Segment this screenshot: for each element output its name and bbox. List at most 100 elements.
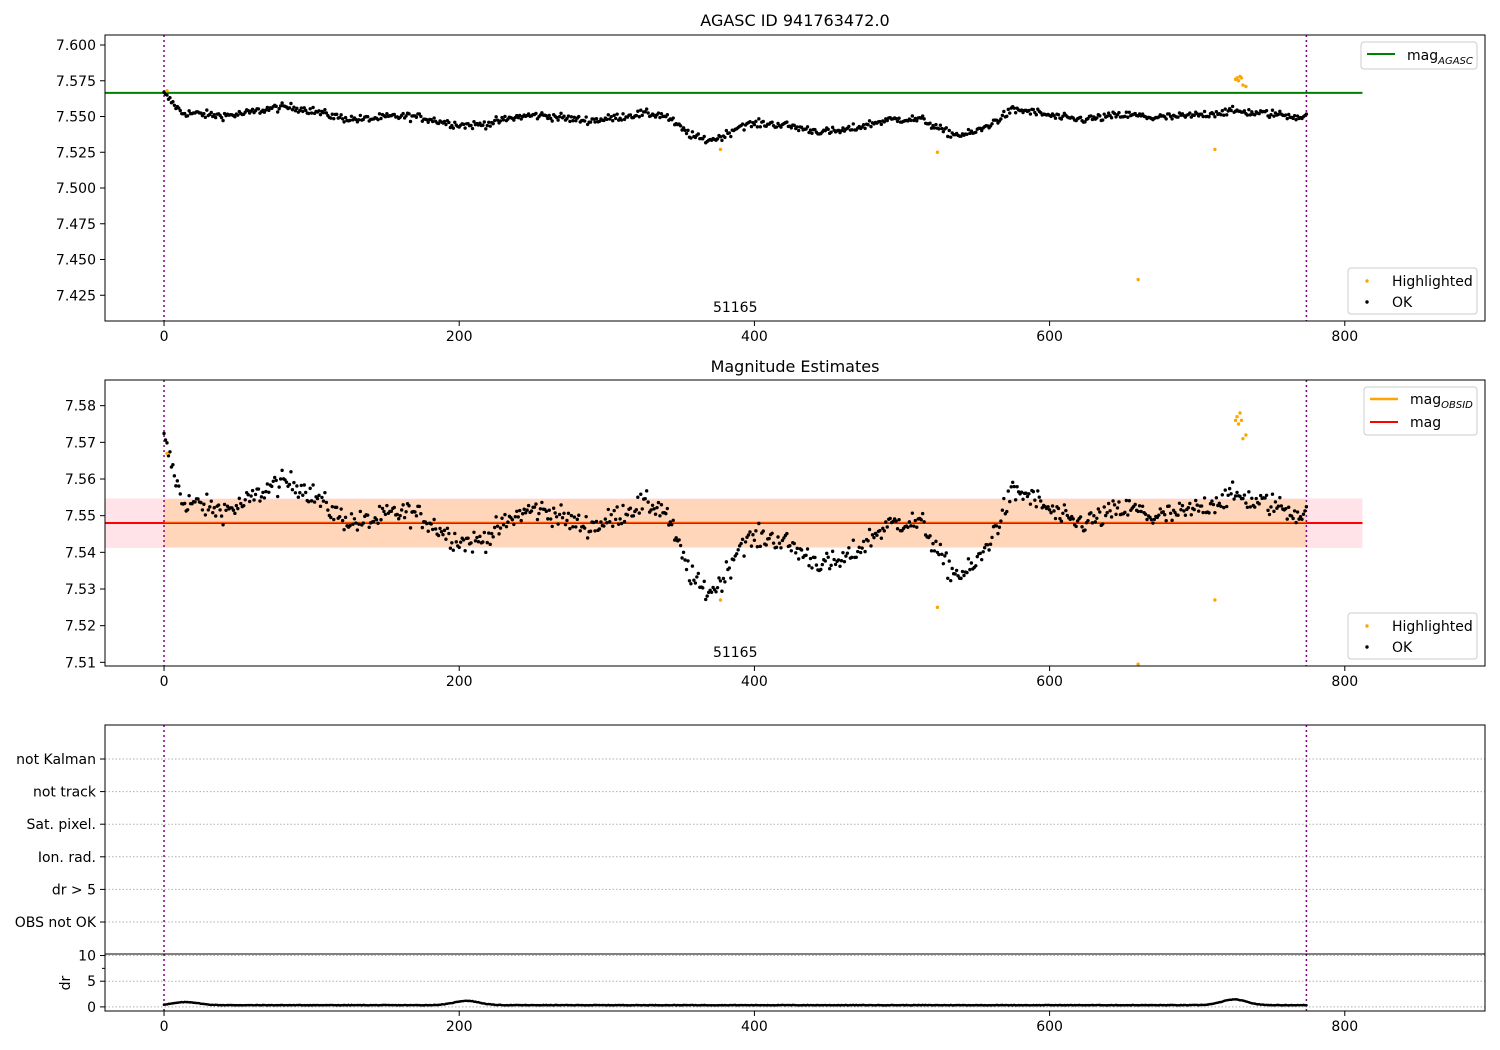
- agasc-ok-point: [869, 124, 873, 129]
- magnitude-ok-point: [562, 511, 566, 515]
- agasc-ok-point: [233, 115, 237, 119]
- magnitude-ok-point: [441, 532, 445, 537]
- magnitude-ok-point: [185, 508, 190, 512]
- magnitude-ok-point: [267, 490, 271, 495]
- magnitude-ok-point: [910, 511, 915, 515]
- agasc-ok-point: [1000, 113, 1005, 118]
- magnitude-points-legend-box: [1347, 612, 1478, 660]
- agasc-ok-point: [1207, 115, 1211, 119]
- magnitude-ok-point: [1008, 499, 1012, 504]
- agasc-ok-legend-marker: [1365, 300, 1369, 304]
- magnitude-ok-point: [794, 551, 798, 555]
- magnitude-ok-point: [854, 555, 858, 560]
- magnitude-ok-point: [425, 521, 429, 526]
- magnitude-ok-point: [799, 548, 804, 552]
- magnitude-ok-point: [295, 484, 299, 488]
- agasc-ok-point: [742, 128, 746, 132]
- agasc-ok-point: [472, 120, 476, 124]
- magnitude-ok-point: [1005, 509, 1009, 514]
- magnitude-ok-point: [445, 526, 450, 531]
- magnitude-ok-point: [1245, 505, 1250, 510]
- magnitude-ok-point: [1186, 505, 1191, 510]
- magnitude-ok-point: [163, 438, 168, 442]
- magnitude-ok-point: [442, 528, 447, 533]
- agasc-ok-point: [1006, 107, 1010, 112]
- magnitude-ok-point: [875, 533, 879, 537]
- magnitude-ok-point: [605, 521, 609, 525]
- magnitude-ok-point: [559, 503, 563, 507]
- magnitude-ok-point: [1117, 500, 1121, 504]
- magnitude-ok-point: [845, 551, 850, 555]
- agasc-ok-point: [1225, 113, 1229, 117]
- agasc-ok-point: [634, 113, 639, 118]
- magnitude-ytick-label: 7.57: [65, 435, 96, 451]
- magnitude-ok-point: [1140, 504, 1145, 508]
- magnitude-ok-point: [652, 507, 656, 511]
- magnitude-ok-point: [1195, 503, 1199, 507]
- dr-xtick-label: 200: [446, 1019, 473, 1035]
- magnitude-ok-point: [208, 505, 212, 509]
- magnitude-ok-point: [1056, 506, 1061, 511]
- magnitude-highlighted-point: [1238, 411, 1242, 415]
- agasc-ok-point: [1027, 108, 1031, 113]
- magnitude-ok-point: [740, 537, 745, 542]
- agasc-ok-point: [565, 116, 569, 121]
- magnitude-ok-point: [1136, 509, 1140, 514]
- agasc-ok-point: [795, 125, 799, 129]
- agasc-ok-point: [329, 116, 333, 120]
- magnitude-ok-point: [796, 557, 801, 561]
- magnitude-ok-point: [692, 578, 696, 582]
- agasc-ok-point: [1109, 116, 1114, 120]
- magnitude-ytick-label: 7.58: [65, 399, 96, 415]
- agasc-highlighted-point: [718, 147, 723, 152]
- agasc-ok-point: [690, 130, 695, 134]
- magnitude-ok-point: [1145, 517, 1149, 522]
- agasc-ytick-label: 7.600: [56, 38, 96, 54]
- magnitude-ok-point: [980, 557, 984, 562]
- magnitude-ok-point: [209, 499, 213, 503]
- agasc-ok-point: [1284, 113, 1288, 117]
- agasc-ytick-label: 7.450: [56, 253, 96, 269]
- magnitude-ok-point: [594, 519, 599, 524]
- magnitude-ok-point: [383, 512, 388, 517]
- agasc-ok-point: [277, 107, 281, 111]
- agasc-panel-points: [162, 74, 1309, 282]
- agasc-ok-point: [909, 118, 913, 123]
- agasc-ok-point: [974, 130, 978, 135]
- magnitude-ok-point: [522, 507, 526, 511]
- agasc-ytick-label: 7.425: [56, 288, 96, 304]
- magnitude-ok-point: [701, 586, 705, 590]
- agasc-ok-point: [1220, 109, 1224, 113]
- agasc-ytick-label: 7.500: [56, 181, 96, 197]
- magnitude-ytick-label: 7.55: [65, 509, 96, 525]
- agasc-highlighted-point: [1136, 277, 1140, 282]
- agasc-ok-point: [1083, 120, 1087, 124]
- magnitude-ok-point: [994, 524, 999, 528]
- magnitude-ok-point: [1133, 502, 1137, 507]
- magnitude-ok-point: [717, 576, 721, 580]
- mag-obsid-legend-main: mag: [1410, 392, 1441, 408]
- magnitude-ok-point: [323, 490, 327, 495]
- dr-xtick-label: 400: [741, 1019, 768, 1035]
- magnitude-ok-point: [1108, 509, 1112, 513]
- agasc-ok-point: [1167, 112, 1171, 116]
- agasc-ok-point: [678, 124, 683, 128]
- agasc-ok-point: [643, 110, 647, 114]
- magnitude-ok-point: [529, 509, 534, 513]
- magnitude-ok-point: [588, 529, 593, 533]
- magnitude-ok-point: [212, 506, 216, 510]
- magnitude-ok-point: [246, 493, 250, 497]
- magnitude-ok-point: [932, 549, 937, 553]
- magnitude-ok-point: [1061, 511, 1065, 515]
- magnitude-ok-point: [671, 518, 675, 523]
- agasc-ok-point: [492, 118, 497, 123]
- magnitude-ok-point: [1213, 510, 1217, 515]
- agasc-ok-point: [1242, 109, 1247, 113]
- agasc-ok-point: [807, 130, 811, 135]
- magnitude-ok-point: [1279, 504, 1284, 508]
- magnitude-ok-point: [534, 502, 538, 506]
- magnitude-ok-point: [718, 579, 723, 583]
- magnitude-ok-point: [489, 531, 494, 536]
- magnitude-ok-point: [693, 581, 698, 585]
